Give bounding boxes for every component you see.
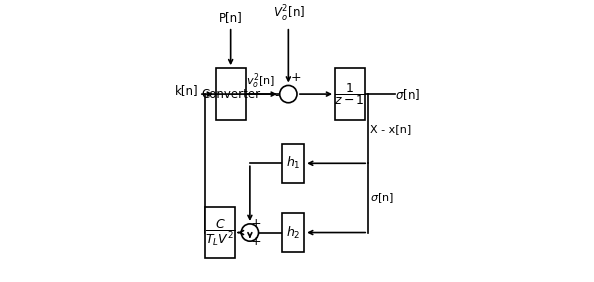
Text: $\dfrac{1}{z-1}$: $\dfrac{1}{z-1}$ bbox=[334, 81, 366, 107]
FancyBboxPatch shape bbox=[335, 68, 365, 120]
Text: k[n]: k[n] bbox=[175, 84, 199, 97]
Text: Converter: Converter bbox=[201, 88, 260, 101]
Text: $v_o^2$[n]: $v_o^2$[n] bbox=[246, 72, 275, 91]
FancyBboxPatch shape bbox=[205, 207, 235, 259]
Text: $\sigma$[n]: $\sigma$[n] bbox=[395, 87, 420, 102]
FancyBboxPatch shape bbox=[216, 68, 245, 120]
Text: $\sigma$[n]: $\sigma$[n] bbox=[371, 191, 394, 205]
Circle shape bbox=[241, 224, 258, 241]
FancyBboxPatch shape bbox=[282, 213, 304, 252]
FancyBboxPatch shape bbox=[282, 144, 304, 182]
Text: $\dfrac{C}{T_L V^2}$: $\dfrac{C}{T_L V^2}$ bbox=[205, 217, 235, 248]
Text: +: + bbox=[251, 217, 261, 230]
Text: +: + bbox=[251, 235, 261, 248]
Text: P[n]: P[n] bbox=[219, 11, 242, 24]
Text: $h_2$: $h_2$ bbox=[286, 224, 301, 241]
Text: X - x[n]: X - x[n] bbox=[371, 124, 412, 134]
Text: $V_o^2$[n]: $V_o^2$[n] bbox=[273, 4, 305, 24]
Text: $h_1$: $h_1$ bbox=[286, 155, 301, 171]
Text: +: + bbox=[290, 71, 301, 85]
Text: -: - bbox=[274, 89, 279, 102]
Circle shape bbox=[280, 85, 297, 103]
